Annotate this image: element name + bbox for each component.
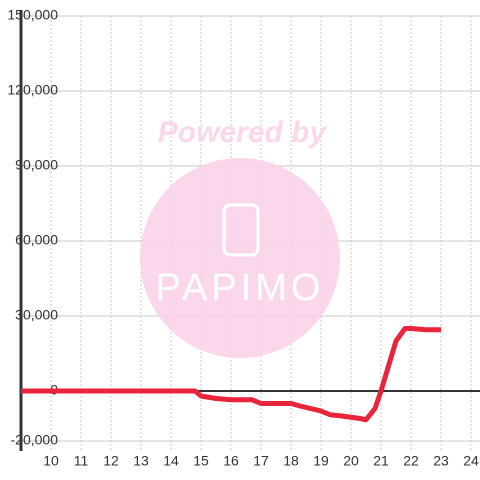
- data-line: [21, 326, 441, 423]
- x-tick-label: 16: [223, 453, 239, 469]
- x-tick-label: 24: [463, 453, 479, 469]
- x-tick-label: 23: [433, 453, 449, 469]
- phone-icon: [222, 203, 260, 257]
- watermark-brand: PAPIMO: [156, 267, 325, 309]
- x-tick-label: 17: [253, 453, 269, 469]
- watermark-text: Powered by: [158, 116, 328, 149]
- y-tick-label: 120,000: [7, 82, 58, 98]
- y-tick-label: -20,000: [11, 432, 59, 448]
- x-tick-label: 20: [343, 453, 359, 469]
- y-tick-label: 90,000: [15, 157, 58, 173]
- x-tick-label: 13: [133, 453, 149, 469]
- y-tick-label: 150,000: [7, 7, 58, 23]
- watermark: Powered by PAPIMO: [140, 116, 340, 358]
- x-tick-label: 21: [373, 453, 389, 469]
- x-tick-label: 14: [163, 453, 179, 469]
- watermark-circle: [140, 158, 340, 358]
- x-tick-label: 12: [103, 453, 119, 469]
- x-tick-label: 18: [283, 453, 299, 469]
- x-tick-label: 19: [313, 453, 329, 469]
- x-tick-label: 11: [74, 453, 89, 469]
- y-tick-label: 60,000: [15, 232, 58, 248]
- y-tick-label: 30,000: [15, 307, 58, 323]
- x-tick-label: 10: [43, 453, 59, 469]
- x-tick-label: 22: [403, 453, 419, 469]
- x-tick-label: 15: [193, 453, 209, 469]
